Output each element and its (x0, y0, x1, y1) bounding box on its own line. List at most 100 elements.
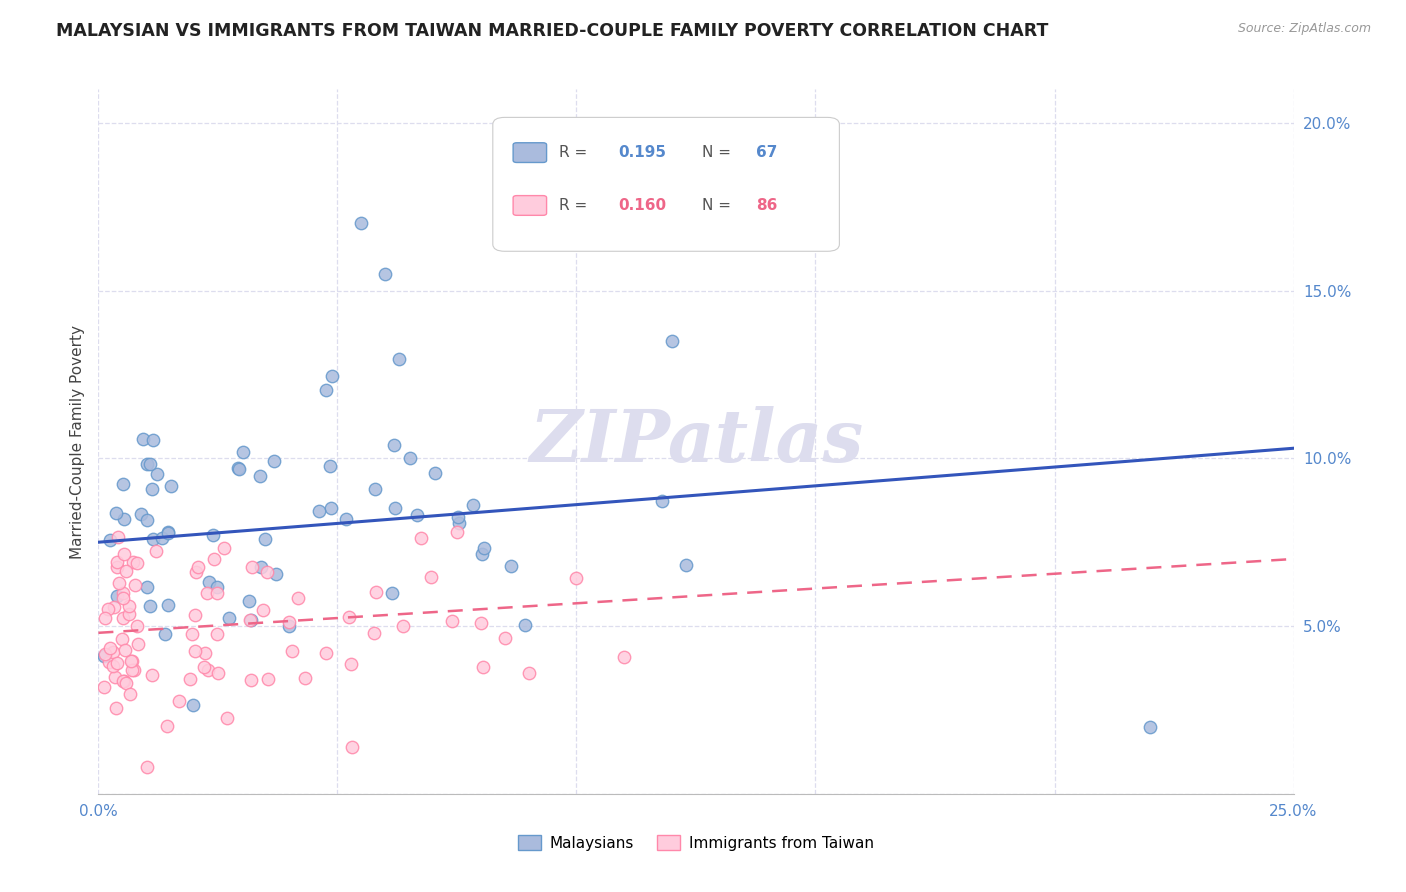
Point (381, 586, 404, 600)
Point (120, 654, 142, 668)
Legend: Malaysians, Immigrants from Taiwan: Malaysians, Immigrants from Taiwan (512, 829, 880, 856)
Point (101, 659, 124, 673)
Point (104, 700, 127, 714)
Point (132, 432, 155, 446)
Point (228, 461, 250, 475)
Point (97, 602, 120, 616)
Point (315, 383, 337, 397)
Point (98, 533, 121, 547)
Point (420, 570, 443, 584)
Point (121, 654, 143, 668)
Point (342, 739, 364, 754)
Point (186, 565, 208, 579)
Point (156, 526, 179, 541)
Point (111, 632, 134, 646)
Point (212, 541, 235, 555)
Point (105, 656, 128, 670)
Point (112, 673, 135, 688)
Point (105, 590, 128, 604)
Point (104, 506, 127, 520)
Point (112, 610, 135, 624)
Text: ZIPatlas: ZIPatlas (529, 406, 863, 477)
Point (337, 610, 360, 624)
Point (125, 556, 148, 570)
Point (321, 369, 343, 384)
Point (94, 647, 117, 661)
Point (232, 444, 254, 458)
Point (112, 477, 135, 491)
Point (202, 552, 225, 566)
FancyBboxPatch shape (494, 118, 839, 252)
Point (471, 659, 494, 673)
Point (94, 611, 117, 625)
Point (675, 558, 697, 573)
Point (193, 659, 215, 673)
Point (159, 478, 181, 492)
Point (425, 466, 447, 480)
Point (184, 607, 207, 622)
Point (472, 541, 495, 555)
Point (198, 574, 221, 589)
Text: R =: R = (558, 198, 592, 213)
Point (187, 560, 209, 574)
Point (319, 458, 342, 473)
Point (181, 627, 204, 641)
Point (114, 643, 136, 657)
Text: 0.195: 0.195 (619, 145, 666, 161)
Point (197, 663, 219, 677)
Point (257, 672, 280, 686)
Point (139, 599, 162, 614)
Point (441, 614, 464, 628)
Point (156, 598, 179, 612)
Point (240, 560, 263, 574)
Text: N =: N = (702, 198, 735, 213)
Point (184, 643, 207, 657)
Point (105, 559, 128, 574)
Point (366, 585, 388, 599)
Text: 67: 67 (756, 145, 778, 161)
Text: R =: R = (558, 145, 592, 161)
Point (118, 599, 141, 613)
Point (215, 711, 238, 725)
Point (613, 650, 636, 665)
Point (494, 632, 516, 646)
Text: 0.160: 0.160 (619, 198, 666, 213)
Text: N =: N = (702, 145, 735, 161)
Point (135, 513, 157, 527)
Point (252, 602, 274, 616)
Point (121, 556, 143, 570)
Point (277, 619, 299, 633)
Point (141, 482, 163, 496)
Point (238, 594, 260, 608)
Point (513, 618, 536, 632)
Point (471, 547, 494, 561)
Point (114, 564, 136, 578)
Point (103, 600, 125, 615)
Point (249, 469, 271, 483)
Point (239, 613, 262, 627)
Text: 86: 86 (756, 198, 778, 213)
Point (98, 640, 121, 655)
Point (167, 694, 190, 708)
Point (449, 516, 471, 530)
Point (253, 532, 276, 546)
Point (111, 673, 134, 688)
Point (146, 467, 169, 481)
Point (350, 216, 373, 230)
Point (124, 663, 146, 677)
Y-axis label: Married-Couple Family Poverty: Married-Couple Family Poverty (69, 325, 84, 558)
Point (399, 450, 422, 465)
Point (156, 524, 179, 539)
Point (294, 671, 316, 685)
Point (136, 580, 159, 594)
Point (501, 558, 523, 573)
Point (125, 618, 148, 632)
Point (141, 668, 163, 682)
Point (93, 680, 115, 694)
Point (239, 613, 262, 627)
Point (155, 626, 177, 640)
Point (405, 508, 427, 523)
Point (142, 532, 165, 546)
Point (363, 626, 385, 640)
Point (340, 657, 363, 671)
